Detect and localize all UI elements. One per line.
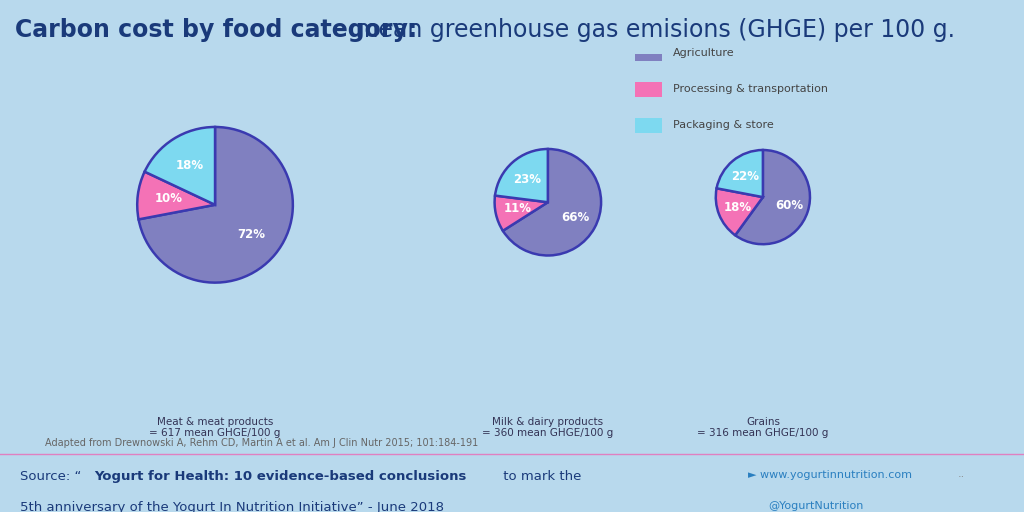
Text: to mark the: to mark the [499,470,581,483]
Text: 10%: 10% [155,193,182,205]
Wedge shape [138,127,293,283]
Text: 60%: 60% [775,199,803,212]
Text: mean greenhouse gas emisions (GHGE) per 100 g.: mean greenhouse gas emisions (GHGE) per … [348,18,955,42]
Text: 18%: 18% [723,201,752,214]
Text: 11%: 11% [504,202,531,216]
Wedge shape [735,150,810,244]
Text: 72%: 72% [237,228,265,241]
Text: @YogurtNutrition: @YogurtNutrition [768,501,863,511]
Text: Grains
= 316 mean GHGE/100 g: Grains = 316 mean GHGE/100 g [697,417,828,438]
Wedge shape [144,127,215,205]
Text: Carbon cost by food category:: Carbon cost by food category: [15,18,418,42]
Wedge shape [495,149,548,202]
Text: 22%: 22% [731,169,760,183]
Text: Adapted from Drewnowski A, Rehm CD, Martin A et al. Am J Clin Nutr 2015; 101:184: Adapted from Drewnowski A, Rehm CD, Mart… [45,438,478,448]
Text: Milk & dairy products
= 360 mean GHGE/100 g: Milk & dairy products = 360 mean GHGE/10… [482,417,613,438]
Text: Packaging & store: Packaging & store [673,120,774,130]
Text: 23%: 23% [513,173,542,185]
Text: 66%: 66% [561,210,589,224]
Text: Source: “: Source: “ [20,470,82,483]
Text: Agriculture: Agriculture [673,48,735,58]
Text: Yogurt for Health: 10 evidence-based conclusions: Yogurt for Health: 10 evidence-based con… [94,470,467,483]
Wedge shape [717,150,763,197]
Bar [635,118,662,133]
Wedge shape [503,149,601,255]
Bar [635,82,662,97]
Wedge shape [495,196,548,231]
Bar [635,46,662,61]
Text: 18%: 18% [176,159,204,172]
Text: Processing & transportation: Processing & transportation [673,84,828,94]
Text: ► www.yogurtinnutrition.com: ► www.yogurtinnutrition.com [748,470,911,480]
Text: Meat & meat products
= 617 mean GHGE/100 g: Meat & meat products = 617 mean GHGE/100… [150,417,281,438]
Text: 5th anniversary of the Yogurt In Nutrition Initiative” - June 2018: 5th anniversary of the Yogurt In Nutriti… [20,501,444,512]
Wedge shape [137,172,215,219]
Wedge shape [716,188,763,235]
Text: ··: ·· [957,473,965,482]
